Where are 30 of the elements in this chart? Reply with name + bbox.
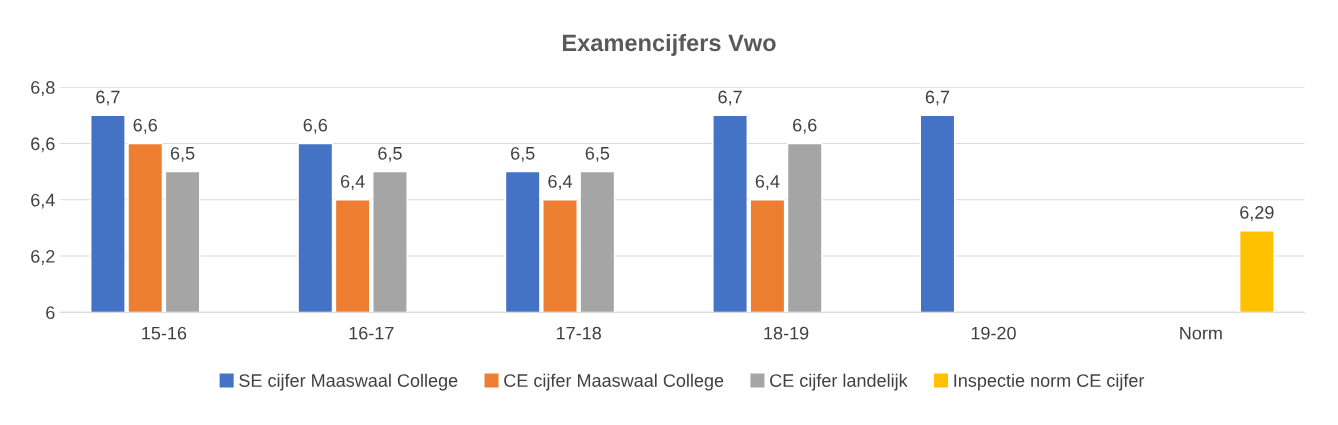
data-label: 6,4 [548, 175, 573, 190]
x-tick-label: 16-17 [349, 326, 394, 340]
data-label: 6,6 [793, 118, 817, 134]
data-label: 6,6 [133, 118, 157, 134]
data-label: 6,5 [170, 146, 195, 162]
data-label: 6,5 [378, 146, 402, 162]
x-tick-label: 18-19 [764, 326, 809, 340]
x-tick-label: 15-16 [142, 326, 187, 340]
y-tick-label: 6,2 [31, 250, 55, 265]
data-label: 6,4 [341, 175, 365, 190]
data-label: 6,7 [718, 90, 742, 106]
data-label: 6,6 [303, 118, 328, 134]
legend-label: Inspectie norm CE cijfer [954, 373, 1145, 391]
data-label: 6,7 [96, 90, 120, 106]
data-label: 6,5 [511, 146, 535, 162]
x-tick-label: 19-20 [971, 326, 1016, 340]
y-tick-label: 6,6 [31, 137, 55, 153]
y-tick-label: 6 [46, 306, 55, 320]
x-tick-label: Norm [1180, 326, 1222, 340]
legend-label: SE cijfer Maaswaal College [239, 373, 458, 391]
data-label: 6,4 [755, 175, 780, 190]
data-label: 6,7 [925, 90, 950, 106]
data-label: 6,5 [585, 146, 610, 162]
y-tick-label: 6,4 [31, 193, 55, 209]
legend-label: CE cijfer landelijk [770, 373, 908, 391]
data-label: 6,29 [1240, 206, 1274, 221]
y-tick-label: 6,8 [31, 81, 55, 96]
chart-title: Examencijfers Vwo [562, 33, 776, 56]
x-tick-label: 17-18 [556, 326, 601, 340]
legend-label: CE cijfer Maaswaal College [504, 373, 724, 391]
